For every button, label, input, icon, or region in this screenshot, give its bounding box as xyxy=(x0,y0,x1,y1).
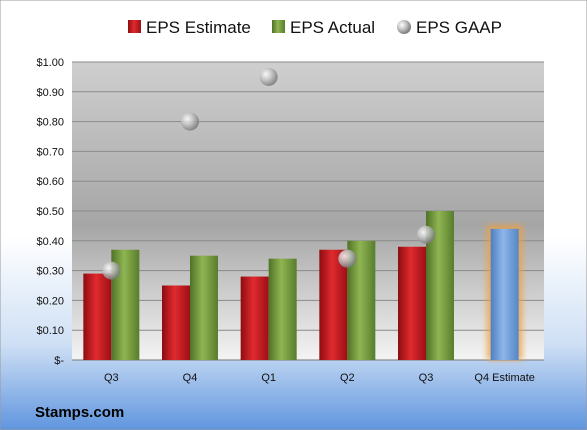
legend-swatch-eps-actual xyxy=(272,20,285,33)
y-tick-label: $1.00 xyxy=(36,57,64,69)
x-tick-label: Q3 xyxy=(104,372,119,384)
bar-eps-estimate xyxy=(162,285,190,360)
y-tick-label: $0.30 xyxy=(36,266,64,278)
point-eps-gaap xyxy=(417,225,435,244)
x-axis-ticks: Q3 Q4 Q1 Q2 Q3 Q4 Estimate xyxy=(104,372,535,384)
x-tick-label: Q1 xyxy=(261,372,276,384)
legend-label-eps-gaap: EPS GAAP xyxy=(416,18,502,37)
x-tick-label: Q4 xyxy=(183,372,198,384)
y-tick-label: $0.50 xyxy=(36,206,64,218)
point-eps-gaap xyxy=(102,261,121,280)
legend-swatch-eps-gaap xyxy=(397,20,411,34)
bar-eps-actual xyxy=(190,255,218,360)
y-tick-label: $0.20 xyxy=(36,295,64,307)
x-tick-label: Q4 Estimate xyxy=(474,372,535,384)
source-label: Stamps.com xyxy=(35,404,124,421)
x-tick-label: Q3 xyxy=(419,372,434,384)
point-eps-gaap xyxy=(259,67,278,86)
bar-eps-estimate xyxy=(83,273,112,360)
y-tick-label: $0.70 xyxy=(36,146,64,158)
bar-eps-estimate xyxy=(398,246,426,360)
legend: EPS Estimate EPS Actual EPS GAAP xyxy=(128,18,502,37)
y-axis-ticks: $- $0.10 $0.20 $0.30 $0.40 $0.50 $0.60 $0.70 $0.… xyxy=(36,57,64,367)
bar-eps-estimate xyxy=(240,276,269,360)
y-tick-label: $0.80 xyxy=(36,117,64,129)
legend-swatch-eps-estimate xyxy=(128,20,141,33)
point-eps-gaap xyxy=(181,112,199,131)
x-tick-label: Q2 xyxy=(340,372,355,384)
bar-eps-estimate xyxy=(319,249,348,360)
grid-lines xyxy=(72,61,544,361)
gaap-points xyxy=(102,67,435,280)
legend-label-eps-estimate: EPS Estimate xyxy=(146,18,251,37)
y-tick-label: $- xyxy=(54,355,64,367)
y-tick-label: $0.60 xyxy=(36,176,64,188)
point-eps-gaap xyxy=(338,249,357,268)
y-tick-label: $0.90 xyxy=(36,87,64,99)
bar-estimate-q4-estimate xyxy=(490,228,519,360)
y-tick-label: $0.10 xyxy=(36,325,64,337)
bars xyxy=(83,211,523,360)
bar-eps-actual xyxy=(268,258,297,360)
legend-label-eps-actual: EPS Actual xyxy=(290,18,375,37)
y-tick-label: $0.40 xyxy=(36,236,64,248)
